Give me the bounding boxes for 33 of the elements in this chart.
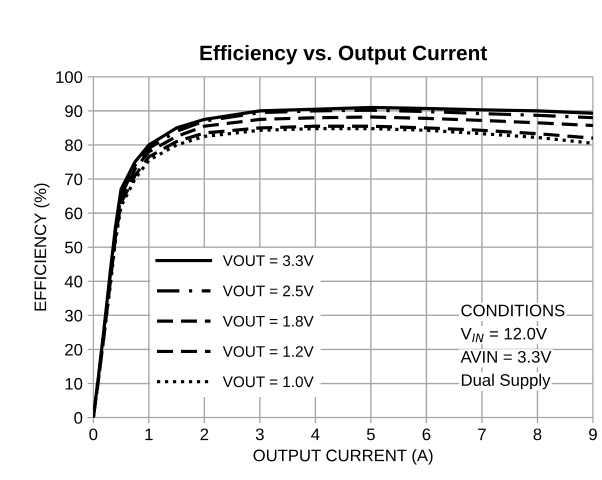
y-tick-label: 40	[64, 276, 82, 288]
x-tick-label: 3	[256, 428, 264, 440]
annotation: V$_{IN}$ = 12.0V	[460, 328, 547, 342]
annotation: CONDITIONS	[461, 304, 564, 316]
annotation: AVIN = 3.3V	[460, 350, 552, 363]
x-tick-label: 7	[478, 428, 486, 440]
x-tick-label: 2	[200, 428, 208, 440]
x-axis-title: OUTPUT CURRENT (A)	[253, 449, 433, 465]
chart-title: Efficiency vs. Output Current	[200, 45, 488, 64]
legend-label: VOUT = 1.2V	[222, 346, 314, 357]
y-tick-label: 70	[65, 173, 82, 186]
y-tick-label: 60	[65, 208, 82, 220]
x-tick-label: 0	[89, 428, 98, 440]
y-axis-title: EFFICIENCY (%)	[34, 184, 50, 310]
y-tick-label: 80	[65, 139, 82, 152]
y-tick-label: 30	[64, 310, 82, 322]
x-tick-label: 8	[534, 428, 542, 440]
x-tick-label: 9	[589, 428, 597, 440]
y-tick-label: 0	[74, 412, 82, 424]
y-tick-label: 50	[65, 242, 82, 254]
legend-label: VOUT = 3.3V	[222, 255, 314, 266]
legend-label: VOUT = 1.8V	[222, 316, 314, 327]
y-tick-label: 20	[65, 344, 82, 356]
legend-label: VOUT = 1.0V	[222, 376, 314, 388]
y-tick-label: 10	[66, 378, 82, 390]
y-tick-label: 100	[56, 71, 82, 84]
x-tick-label: 4	[311, 428, 320, 440]
x-tick-label: 6	[422, 428, 430, 440]
x-tick-label: 5	[366, 428, 375, 440]
y-tick-label: 90	[65, 105, 82, 118]
x-tick-label: 1	[145, 428, 153, 440]
annotation: Dual Supply	[462, 374, 550, 390]
legend-label: VOUT = 2.5V	[222, 286, 314, 296]
